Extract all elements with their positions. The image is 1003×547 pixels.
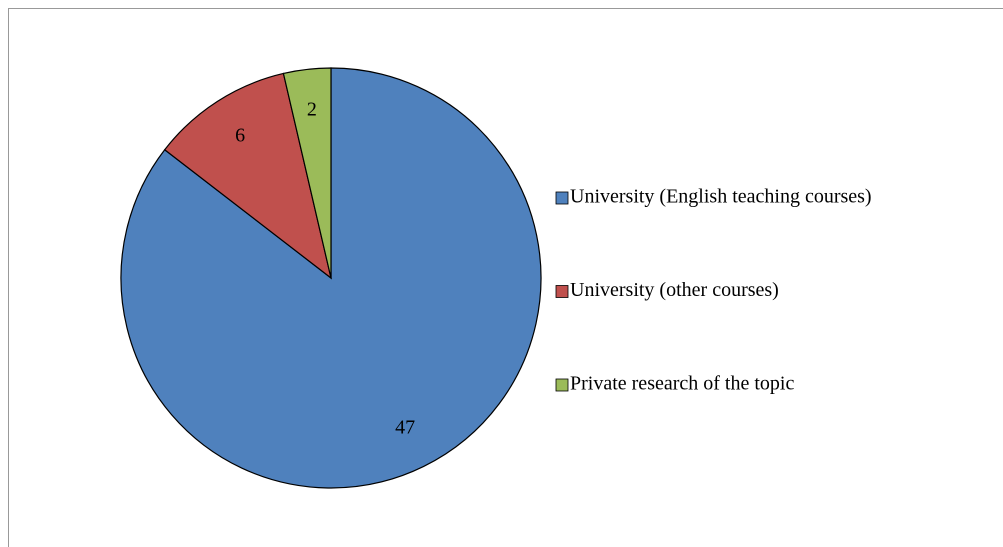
legend-label: University (English teaching courses) (570, 186, 872, 208)
pie-slice (282, 67, 332, 279)
data-label: 47 (395, 416, 415, 438)
legend-swatch (555, 378, 569, 392)
pie-slice (163, 72, 332, 280)
legend-swatch (555, 285, 569, 298)
data-label: 6 (235, 124, 245, 146)
chart-frame (8, 8, 1003, 547)
legend-swatch (555, 191, 569, 205)
legend-label: University (other courses) (570, 279, 779, 301)
legend-label: Private research of the topic (570, 373, 794, 395)
data-label: 2 (307, 99, 317, 121)
